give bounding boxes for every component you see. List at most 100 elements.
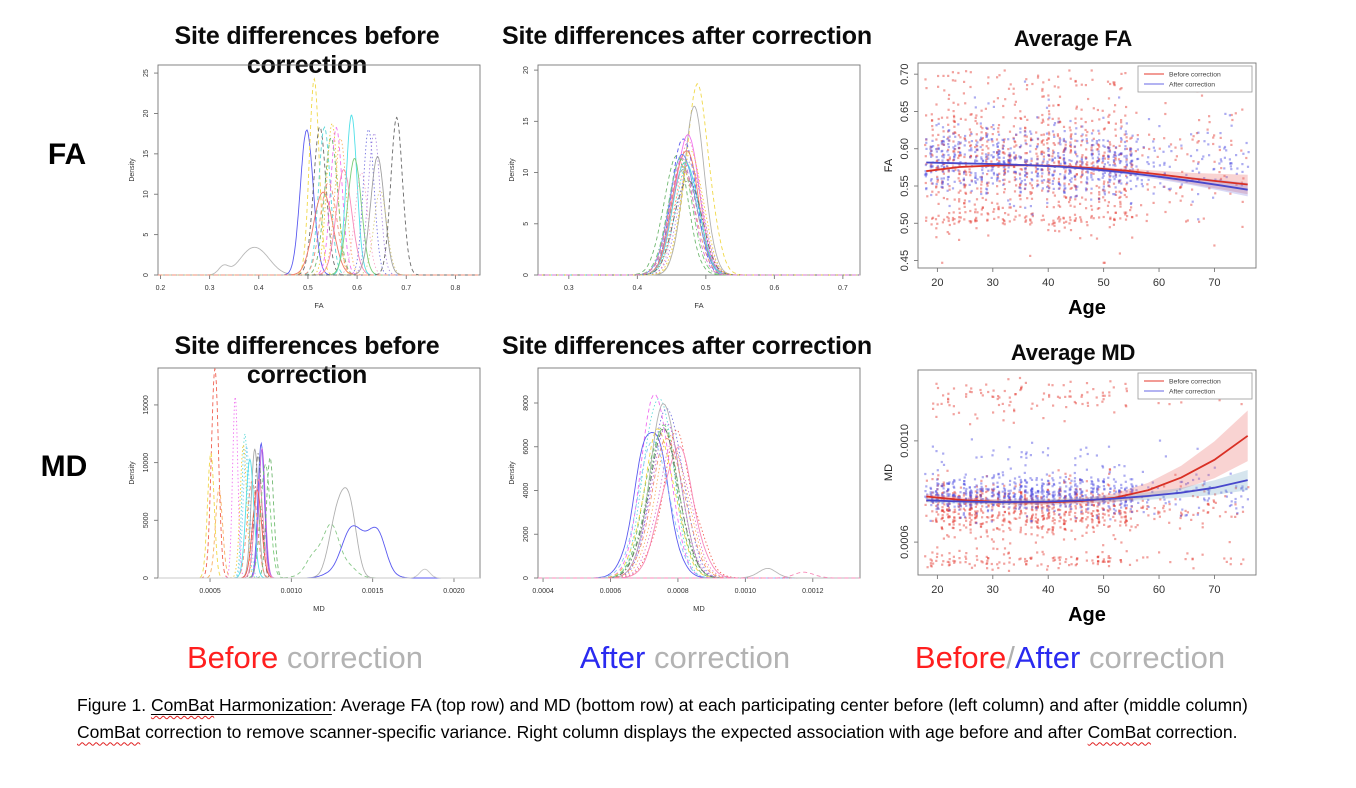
svg-text:20: 20 [143, 109, 150, 117]
svg-text:5: 5 [143, 233, 150, 237]
svg-text:0.0006: 0.0006 [899, 525, 911, 559]
svg-text:0.5: 0.5 [303, 285, 313, 292]
svg-text:Age: Age [1068, 604, 1106, 626]
svg-text:10: 10 [143, 190, 150, 198]
svg-text:Before correction: Before correction [1169, 72, 1221, 79]
panel-title-md-before: Site differences before correction [174, 332, 440, 389]
svg-text:5000: 5000 [143, 512, 150, 528]
svg-text:50: 50 [1097, 277, 1109, 289]
svg-text:30: 30 [987, 584, 999, 596]
label-after-correction: After correction [500, 640, 870, 676]
svg-text:0.4: 0.4 [632, 285, 642, 292]
svg-text:4000: 4000 [523, 483, 530, 499]
chart-md-density-after: 0.0004 0.0006 0.0008 0.0010 0.0012 0 2000 4000 6… [509, 367, 861, 613]
figure-caption: Figure 1. ComBat Harmonization: Average … [77, 692, 1301, 745]
panel-title-average-fa: Average FA [1013, 26, 1133, 51]
svg-text:40: 40 [1042, 277, 1054, 289]
svg-text:0.5: 0.5 [701, 285, 711, 292]
svg-text:0.2: 0.2 [156, 285, 166, 292]
svg-text:0.0006: 0.0006 [600, 588, 622, 595]
footer-label-segment: correction [1080, 640, 1226, 675]
svg-text:0.60: 0.60 [899, 138, 911, 159]
svg-text:20: 20 [523, 66, 530, 74]
chart-fa-density-before: 0.2 0.3 0.4 0.5 0.6 0.7 0.8 0 5 10 15 20 25 FA Density [129, 64, 481, 310]
svg-text:0.0012: 0.0012 [802, 588, 824, 595]
svg-text:0: 0 [143, 273, 150, 277]
caption-segment: ComBat [1087, 721, 1151, 742]
svg-text:Density: Density [509, 461, 516, 485]
svg-text:40: 40 [1042, 584, 1054, 596]
svg-text:20: 20 [931, 277, 943, 289]
svg-text:2000: 2000 [523, 526, 530, 542]
svg-text:Before correction: Before correction [1169, 379, 1221, 386]
svg-text:Age: Age [1068, 297, 1106, 319]
chart-md-vs-age-scatter: 20 30 40 50 60 70 0.0006 0.0010 Age MD Before corr… [883, 369, 1257, 626]
panel-title-fa-after: Site differences after correction [502, 22, 872, 50]
caption-segment-misspelled: ComBat [150, 695, 215, 715]
svg-text:70: 70 [1208, 584, 1220, 596]
svg-text:10000: 10000 [143, 453, 150, 473]
svg-text:15000: 15000 [143, 395, 150, 415]
caption-segment: Harmonization [219, 695, 332, 715]
svg-text:15: 15 [143, 150, 150, 158]
chart-md-density-before: 0.0005 0.0010 0.0015 0.0020 0 5000 10000 15000 M… [129, 367, 481, 613]
svg-text:Density: Density [129, 158, 136, 182]
caption-segment: correction. [1150, 721, 1238, 742]
svg-text:0.0005: 0.0005 [199, 588, 221, 595]
svg-text:0.0004: 0.0004 [532, 588, 554, 595]
svg-text:15: 15 [523, 117, 530, 125]
svg-text:After correction: After correction [1169, 389, 1215, 396]
svg-text:0.4: 0.4 [254, 285, 264, 292]
svg-text:20: 20 [931, 584, 943, 596]
svg-text:10: 10 [523, 169, 530, 177]
svg-text:0: 0 [143, 576, 150, 580]
label-before-after-correction: Before/After correction [868, 640, 1272, 676]
svg-text:0.6: 0.6 [352, 285, 362, 292]
svg-text:0.45: 0.45 [899, 250, 911, 271]
svg-text:0.3: 0.3 [564, 285, 574, 292]
svg-text:0.0020: 0.0020 [443, 588, 465, 595]
footer-label-segment: correction [278, 640, 424, 675]
svg-text:0.65: 0.65 [899, 101, 911, 122]
footer-label-segment: After [579, 640, 646, 675]
panel-title-average-md: Average MD [1010, 340, 1136, 365]
svg-text:0: 0 [523, 273, 530, 277]
svg-text:0.7: 0.7 [838, 285, 848, 292]
svg-text:0.50: 0.50 [899, 213, 911, 234]
chart-fa-density-after: 0.3 0.4 0.5 0.6 0.7 0 5 10 15 20 FA Density [509, 64, 861, 310]
footer-label-segment: Before [186, 640, 279, 675]
svg-text:60: 60 [1153, 584, 1165, 596]
svg-text:5: 5 [523, 222, 530, 226]
svg-text:70: 70 [1208, 277, 1220, 289]
svg-text:MD: MD [693, 604, 705, 613]
svg-text:Density: Density [509, 158, 516, 182]
row-label-fa: FA [47, 138, 87, 171]
svg-text:60: 60 [1153, 277, 1165, 289]
chart-fa-vs-age-scatter: 20 30 40 50 60 70 0.45 0.50 0.55 0.60 0.65 0.70 Age F… [883, 62, 1257, 319]
svg-text:0.0010: 0.0010 [899, 424, 911, 458]
svg-text:0.0015: 0.0015 [362, 588, 384, 595]
caption-segment: Figure 1. [77, 695, 151, 715]
caption-segment: ComBat [77, 721, 141, 742]
svg-text:Density: Density [129, 461, 136, 485]
svg-text:0.3: 0.3 [205, 285, 215, 292]
svg-text:0.55: 0.55 [899, 175, 911, 196]
svg-text:0: 0 [523, 576, 530, 580]
svg-text:30: 30 [987, 277, 999, 289]
svg-text:0.6: 0.6 [769, 285, 779, 292]
svg-text:FA: FA [694, 301, 703, 310]
svg-text:0.0010: 0.0010 [281, 588, 303, 595]
svg-text:6000: 6000 [523, 439, 530, 455]
footer-label-segment: Before [914, 640, 1007, 675]
svg-text:FA: FA [314, 301, 323, 310]
svg-text:0.8: 0.8 [451, 285, 461, 292]
caption-segment: ComBat [151, 695, 214, 715]
footer-label-segment: After [1014, 640, 1081, 675]
row-label-md: MD [40, 450, 88, 483]
panel-title-md-after: Site differences after correction [502, 332, 872, 360]
svg-text:0.7: 0.7 [401, 285, 411, 292]
label-before-correction: Before correction [120, 640, 490, 676]
svg-text:MD: MD [883, 464, 895, 481]
svg-text:0.0010: 0.0010 [735, 588, 757, 595]
